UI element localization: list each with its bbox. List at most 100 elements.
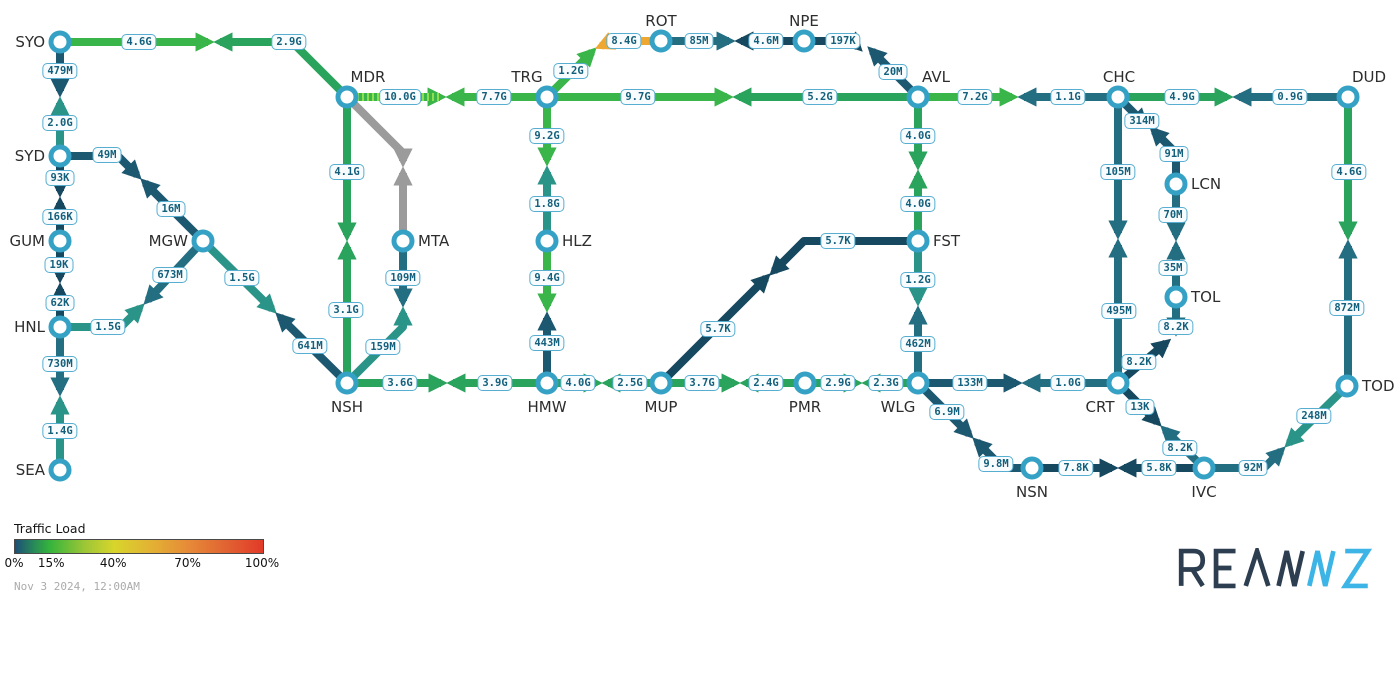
link-label-TRG-HLZ-b[interactable]: 1.8G: [529, 196, 565, 212]
node-MUP[interactable]: [649, 371, 673, 395]
link-label-MUP-PMR-a[interactable]: 3.7G: [684, 375, 720, 391]
link-label-NSN-IVC-b[interactable]: 5.8K: [1141, 460, 1177, 476]
link-label-MUP-FST-a[interactable]: 5.7K: [700, 321, 736, 337]
link-label-AVL-CHC-b[interactable]: 1.1G: [1050, 89, 1086, 105]
link-label-HMW-MUP-a[interactable]: 4.0G: [560, 375, 596, 391]
node-SYD[interactable]: [48, 144, 72, 168]
link-MUP-FST-b[interactable]: [769, 237, 918, 276]
link-label-MTA-NSH-a[interactable]: 109M: [385, 270, 421, 286]
link-label-GUM-HNL-a[interactable]: 19K: [44, 257, 74, 273]
node-CHC[interactable]: [1106, 85, 1130, 109]
link-label-AVL-CHC-a[interactable]: 7.2G: [957, 89, 993, 105]
link-label-NSH-HMW-b[interactable]: 3.9G: [477, 375, 513, 391]
link-label-HNL-MGW-a[interactable]: 1.5G: [90, 319, 126, 335]
link-label-HLZ-HMW-a[interactable]: 9.4G: [529, 270, 565, 286]
link-label-NPE-AVL-b[interactable]: 20M: [878, 64, 908, 80]
node-GUM[interactable]: [48, 229, 72, 253]
link-label-GUM-HNL-b[interactable]: 62K: [45, 295, 75, 311]
link-label-SYO-MDR-a[interactable]: 4.6G: [121, 34, 157, 50]
link-label-IVC-TOD-a[interactable]: 92M: [1238, 460, 1268, 476]
link-label-NPE-AVL-a[interactable]: 197K: [825, 33, 861, 49]
node-ROT[interactable]: [649, 29, 673, 53]
link-label-TRG-ROT-a[interactable]: 1.2G: [553, 63, 589, 79]
link-label-MTA-NSH-b[interactable]: 159M: [365, 339, 401, 355]
link-label-NSN-IVC-a[interactable]: 7.8K: [1058, 460, 1094, 476]
link-label-SYD-MGW-a[interactable]: 49M: [92, 147, 122, 163]
node-HNL[interactable]: [48, 315, 72, 339]
link-label-MDR-NSH-b[interactable]: 3.1G: [328, 302, 364, 318]
link-label-CRT-IVC-b[interactable]: 8.2K: [1162, 440, 1198, 456]
link-label-PMR-WLG-b[interactable]: 2.3G: [868, 375, 904, 391]
link-label-CHC-DUD-a[interactable]: 4.9G: [1164, 89, 1200, 105]
link-label-DUD-TOD-b[interactable]: 872M: [1329, 300, 1365, 316]
node-MDR[interactable]: [335, 85, 359, 109]
link-label-HMW-MUP-b[interactable]: 2.5G: [612, 375, 648, 391]
link-label-SYO-SYD-b[interactable]: 2.0G: [42, 115, 78, 131]
link-label-SYO-SYD-a[interactable]: 479M: [42, 63, 78, 79]
link-label-SYD-GUM-b[interactable]: 166K: [42, 209, 78, 225]
link-label-FST-WLG-b[interactable]: 462M: [900, 336, 936, 352]
link-label-FST-WLG-a[interactable]: 1.2G: [900, 272, 936, 288]
link-label-CHC-CRT-a[interactable]: 105M: [1100, 164, 1136, 180]
link-label-HNL-MGW-b[interactable]: 673M: [152, 267, 188, 283]
link-label-LCN-TOL-a[interactable]: 70M: [1158, 207, 1188, 223]
node-MTA[interactable]: [391, 229, 415, 253]
link-label-MDR-TRG-a[interactable]: 10.0G: [379, 89, 421, 105]
node-AVL[interactable]: [906, 85, 930, 109]
node-NPE[interactable]: [792, 29, 816, 53]
link-label-ROT-NPE-a[interactable]: 85M: [684, 33, 714, 49]
link-label-DUD-TOD-a[interactable]: 4.6G: [1331, 164, 1367, 180]
link-label-CHC-LCN-b[interactable]: 91M: [1159, 146, 1189, 162]
link-label-ROT-NPE-b[interactable]: 4.6M: [748, 33, 784, 49]
link-MTA-NSH-b[interactable]: [344, 306, 413, 386]
link-label-AVL-FST-a[interactable]: 4.0G: [900, 128, 936, 144]
node-TRG[interactable]: [535, 85, 559, 109]
node-SEA[interactable]: [48, 458, 72, 482]
link-label-AVL-FST-b[interactable]: 4.0G: [900, 196, 936, 212]
link-label-PMR-WLG-a[interactable]: 2.9G: [820, 375, 856, 391]
node-TOL[interactable]: [1164, 285, 1188, 309]
link-label-NSH-HMW-a[interactable]: 3.6G: [382, 375, 418, 391]
link-label-TRG-AVL-b[interactable]: 5.2G: [802, 89, 838, 105]
link-label-TRG-ROT-b[interactable]: 8.4G: [606, 33, 642, 49]
link-label-MGW-NSH-a[interactable]: 1.5G: [224, 270, 260, 286]
link-label-CHC-LCN-a[interactable]: 314M: [1124, 113, 1160, 129]
node-HMW[interactable]: [535, 371, 559, 395]
node-NSH[interactable]: [335, 371, 359, 395]
link-label-HLZ-HMW-b[interactable]: 443M: [529, 335, 565, 351]
link-label-HNL-SEA-a[interactable]: 730M: [42, 356, 78, 372]
link-label-CRT-IVC-a[interactable]: 13K: [1125, 399, 1155, 415]
node-NSN[interactable]: [1020, 456, 1044, 480]
link-label-CHC-CRT-b[interactable]: 495M: [1101, 303, 1137, 319]
link-label-WLG-NSN-b[interactable]: 9.8M: [978, 456, 1014, 472]
link-label-TOL-CRT-a[interactable]: 8.2K: [1158, 319, 1194, 335]
link-label-CHC-DUD-b[interactable]: 0.9G: [1272, 89, 1308, 105]
link-label-SYD-GUM-a[interactable]: 93K: [45, 170, 75, 186]
link-label-TRG-HLZ-a[interactable]: 9.2G: [529, 128, 565, 144]
link-label-SYO-MDR-b[interactable]: 2.9G: [271, 34, 307, 50]
node-FST[interactable]: [906, 229, 930, 253]
link-label-TOL-CRT-b[interactable]: 8.2K: [1121, 354, 1157, 370]
link-label-WLG-NSN-a[interactable]: 6.9M: [929, 404, 965, 420]
link-label-MUP-PMR-b[interactable]: 2.4G: [748, 375, 784, 391]
node-MGW[interactable]: [191, 229, 215, 253]
link-label-MDR-TRG-b[interactable]: 7.7G: [476, 89, 512, 105]
link-label-MUP-FST-b[interactable]: 5.7K: [820, 233, 856, 249]
node-HLZ[interactable]: [535, 229, 559, 253]
link-SYO-MDR-b[interactable]: [213, 32, 350, 100]
link-label-WLG-CRT-b[interactable]: 1.0G: [1050, 375, 1086, 391]
node-PMR[interactable]: [793, 371, 817, 395]
node-LCN[interactable]: [1164, 172, 1188, 196]
link-label-MGW-NSH-b[interactable]: 641M: [292, 338, 328, 354]
node-SYO[interactable]: [48, 30, 72, 54]
node-CRT[interactable]: [1106, 371, 1130, 395]
node-TOD[interactable]: [1335, 374, 1359, 398]
node-IVC[interactable]: [1192, 456, 1216, 480]
link-label-IVC-TOD-b[interactable]: 248M: [1296, 408, 1332, 424]
node-DUD[interactable]: [1336, 85, 1360, 109]
link-MDR-MTA-a[interactable]: [344, 94, 413, 168]
link-label-LCN-TOL-b[interactable]: 35M: [1158, 260, 1188, 276]
link-label-HNL-SEA-b[interactable]: 1.4G: [42, 423, 78, 439]
link-label-MDR-NSH-a[interactable]: 4.1G: [329, 164, 365, 180]
node-WLG[interactable]: [906, 371, 930, 395]
